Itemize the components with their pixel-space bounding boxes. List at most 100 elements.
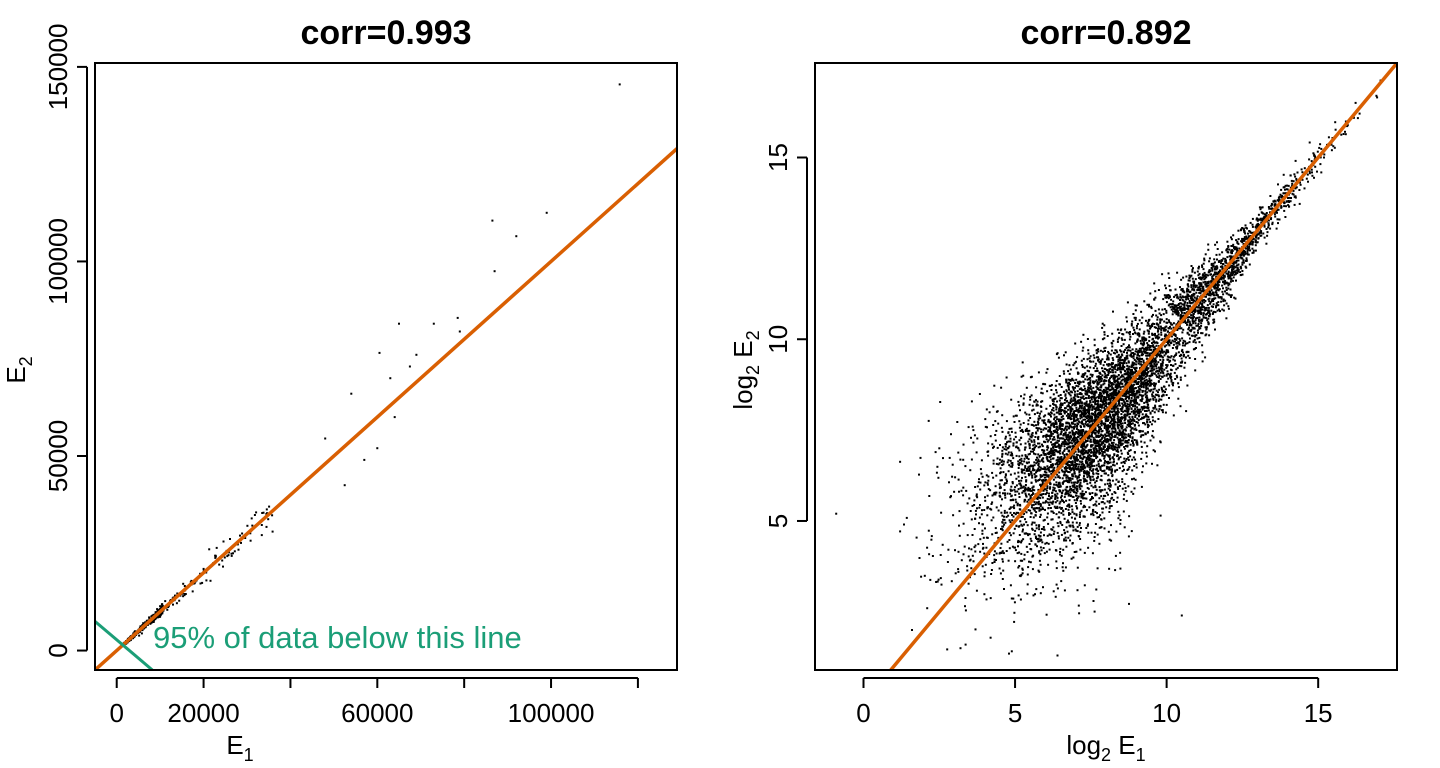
plot2-point: [1122, 375, 1125, 378]
plot1-point: [152, 621, 155, 623]
plot2-point: [972, 441, 975, 444]
plot2-point: [1114, 386, 1117, 388]
plot2-point: [1019, 461, 1022, 464]
plot2-point: [1117, 360, 1120, 363]
plot2-point: [1110, 539, 1113, 542]
plot2-point: [983, 571, 986, 574]
plot2-point: [1053, 451, 1056, 454]
plot2-point: [1243, 249, 1246, 252]
plot2-point: [1113, 453, 1116, 456]
plot2-point: [1241, 241, 1244, 244]
plot2-point: [1124, 370, 1126, 373]
plot2-point: [1198, 291, 1201, 294]
plot2-point: [1208, 260, 1211, 263]
plot2-point: [1163, 385, 1165, 388]
plot1-point: [271, 514, 274, 517]
plot2-point: [1133, 387, 1136, 390]
plot2-point: [1235, 269, 1238, 272]
plot2-point: [1152, 391, 1155, 394]
plot2-point: [1190, 284, 1193, 287]
plot2-point: [1074, 382, 1077, 384]
plot2-point: [1171, 339, 1174, 342]
plot2-point: [1096, 455, 1099, 458]
plot2-point: [1068, 493, 1071, 496]
plot2-point: [1072, 387, 1075, 390]
plot2-point: [1085, 400, 1088, 403]
plot1-point: [156, 608, 159, 611]
plot2-point: [1133, 398, 1136, 401]
plot2-point: [1252, 249, 1255, 252]
plot2-point: [1002, 460, 1005, 463]
plot2-point: [1146, 373, 1149, 376]
plot1-point: [271, 530, 274, 533]
plot2-point: [1040, 400, 1043, 403]
plot2-point: [1243, 253, 1246, 256]
plot1-point: [222, 565, 224, 568]
plot2-point: [1078, 434, 1081, 437]
plot2-point: [1215, 289, 1218, 292]
plot2-point: [949, 496, 952, 499]
plot2-point: [1154, 309, 1157, 312]
plot2-point: [990, 503, 993, 505]
plot1-point: [261, 512, 264, 514]
plot2-point: [984, 496, 986, 499]
plot2-point: [1144, 368, 1147, 371]
plot2-point: [1068, 427, 1070, 430]
plot2-point: [1208, 297, 1211, 300]
plot2-point: [1094, 523, 1097, 525]
plot2-point: [1070, 397, 1073, 400]
plot2-point: [1170, 308, 1173, 311]
plot2-point: [1031, 432, 1034, 434]
plot2-point: [1157, 394, 1160, 397]
plot2-point: [997, 463, 1000, 466]
plot2-point: [1056, 505, 1059, 508]
plot2-point: [1086, 423, 1089, 426]
plot2-point: [1019, 487, 1022, 490]
plot2-point: [1061, 470, 1064, 473]
plot2-point: [1001, 459, 1004, 462]
plot2-point: [1078, 516, 1081, 518]
plot2-point: [1159, 378, 1162, 380]
plot2-point: [1074, 360, 1077, 363]
plot2-point: [1105, 391, 1108, 394]
plot2-point: [998, 491, 1001, 494]
plot2-point: [1097, 356, 1100, 359]
plot2-point: [1068, 364, 1071, 367]
plot1-point: [237, 548, 240, 551]
plot2-point: [1098, 502, 1101, 505]
plot2-point: [1190, 328, 1193, 331]
plot2-point: [1034, 479, 1037, 482]
plot2-point: [1144, 414, 1147, 417]
plot2-point: [1055, 415, 1058, 418]
plot2-point: [1097, 434, 1100, 437]
plot2-point: [1134, 427, 1137, 430]
plot2-point: [1181, 331, 1184, 334]
plot2-point: [1063, 529, 1066, 532]
plot2-point: [903, 523, 905, 526]
plot2-point: [1054, 476, 1057, 479]
plot2-point: [1122, 429, 1125, 432]
plot2-point: [1193, 331, 1196, 334]
plot2-point: [1120, 420, 1123, 422]
plot2-point: [1045, 489, 1048, 492]
plot2-point: [1158, 368, 1161, 371]
plot2-point: [1009, 437, 1012, 440]
plot2-point: [1088, 464, 1091, 467]
plot2-point: [1116, 409, 1119, 412]
plot2-point: [1010, 430, 1013, 433]
plot2-point: [979, 550, 982, 553]
plot2-point: [1176, 366, 1179, 369]
plot2-point: [1181, 337, 1184, 340]
plot2-point: [1077, 423, 1080, 426]
plot2-point: [1015, 454, 1018, 457]
plot2-point: [1096, 512, 1098, 515]
plot2-point: [1065, 389, 1068, 392]
plot1-point: [350, 392, 353, 395]
plot2-point: [1076, 356, 1079, 359]
plot2-point: [1008, 464, 1011, 467]
plot2-point: [1042, 421, 1045, 424]
plot2-point: [1159, 319, 1162, 322]
plot2-point: [957, 570, 960, 573]
plot2-point: [1061, 452, 1064, 455]
plot2-point: [1240, 267, 1243, 270]
